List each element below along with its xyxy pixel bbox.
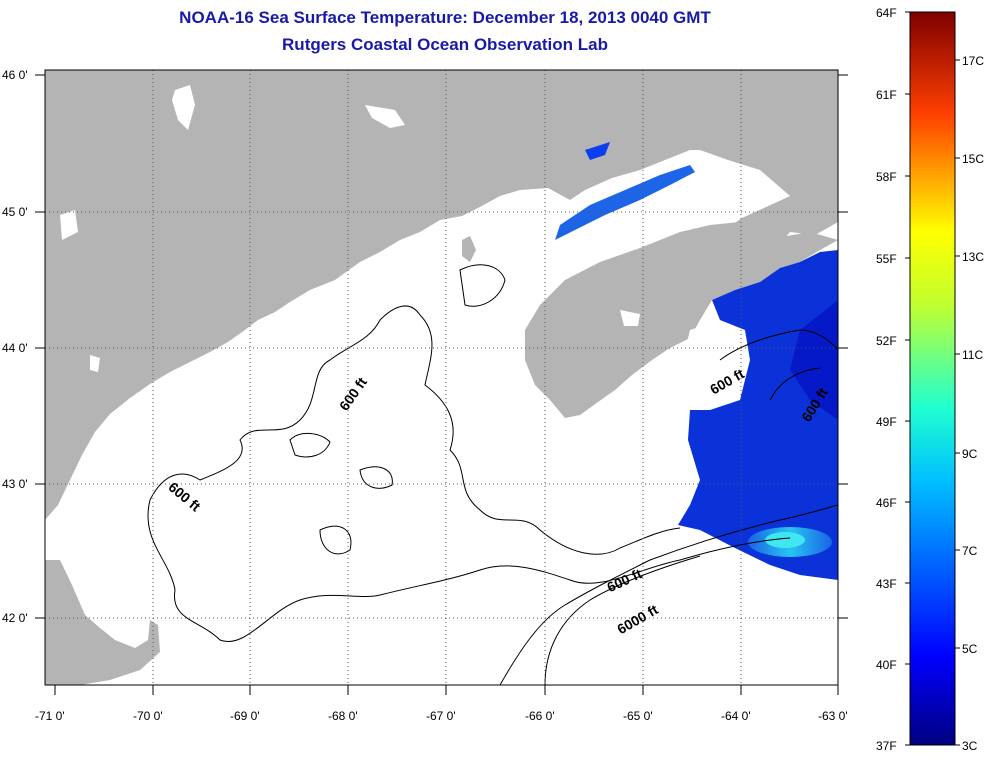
colorbar-c-label: 5C — [962, 642, 978, 656]
lon-label: -65 0' — [623, 709, 653, 723]
map-frame — [44, 69, 839, 686]
colorbar: 64F 61F 58F 55F 52F 49F 46F 43F 40F 37F … — [876, 6, 984, 753]
colorbar-f-label: 64F — [876, 6, 897, 20]
inland-lake — [60, 210, 78, 240]
colorbar-c-label: 13C — [962, 250, 984, 264]
inland-lake — [172, 85, 195, 130]
sst-bay-of-fundy — [555, 165, 695, 240]
graticule — [45, 70, 838, 685]
colorbar-f-label: 52F — [876, 334, 897, 348]
lon-label: -64 0' — [721, 709, 751, 723]
land-nova-scotia — [525, 222, 838, 418]
colorbar-c-label: 11C — [962, 348, 983, 362]
colorbar-f-label: 46F — [876, 496, 897, 510]
sst-patch — [585, 142, 610, 160]
colorbar-f-label: 55F — [876, 252, 897, 266]
longitude-labels: -71 0' -70 0' -69 0' -68 0' -67 0' -66 0… — [35, 709, 848, 723]
lat-label: 42 0' — [2, 611, 28, 625]
axis-ticks — [35, 74, 848, 695]
colorbar-c-label: 17C — [962, 54, 984, 68]
lat-label: 45 0' — [2, 205, 28, 219]
colorbar-gradient — [909, 11, 956, 746]
land-maine-newbrunswick — [45, 70, 838, 520]
colorbar-f-label: 61F — [876, 88, 897, 102]
colorbar-c-label: 9C — [962, 447, 978, 461]
land-massachusetts — [45, 560, 160, 685]
cloud-patch — [680, 320, 750, 410]
sst-warm-core — [765, 532, 805, 548]
lon-label: -66 0' — [525, 709, 555, 723]
colorbar-c-label: 7C — [962, 544, 978, 558]
lon-label: -70 0' — [133, 709, 163, 723]
lat-label: 46 0' — [2, 68, 28, 82]
bay-of-fundy-upper — [700, 160, 790, 205]
cloud-patch — [620, 310, 640, 326]
lat-label: 44 0' — [2, 341, 28, 355]
colorbar-f-label: 49F — [876, 415, 897, 429]
depth-contours — [147, 264, 838, 685]
map-subtitle: Rutgers Coastal Ocean Observation Lab — [282, 35, 608, 54]
colorbar-f-label: 40F — [876, 658, 897, 672]
lon-label: -63 0' — [818, 709, 848, 723]
inland-lake — [90, 355, 100, 372]
colorbar-f-label: 58F — [876, 170, 897, 184]
colorbar-c-label: 3C — [962, 739, 978, 753]
colorbar-f-label: 43F — [876, 577, 897, 591]
inland-lake — [365, 105, 405, 128]
map-title: NOAA-16 Sea Surface Temperature: Decembe… — [179, 8, 711, 27]
lat-label: 43 0' — [2, 477, 28, 491]
lon-label: -69 0' — [230, 709, 260, 723]
colorbar-f-label: 37F — [876, 739, 897, 753]
land-island — [462, 236, 476, 262]
lon-label: -67 0' — [426, 709, 456, 723]
lon-label: -71 0' — [35, 709, 65, 723]
colorbar-c-label: 15C — [962, 152, 984, 166]
lon-label: -68 0' — [328, 709, 358, 723]
latitude-labels: 46 0' 45 0' 44 0' 43 0' 42 0' — [2, 68, 28, 625]
sst-scotian-shelf — [678, 250, 838, 580]
